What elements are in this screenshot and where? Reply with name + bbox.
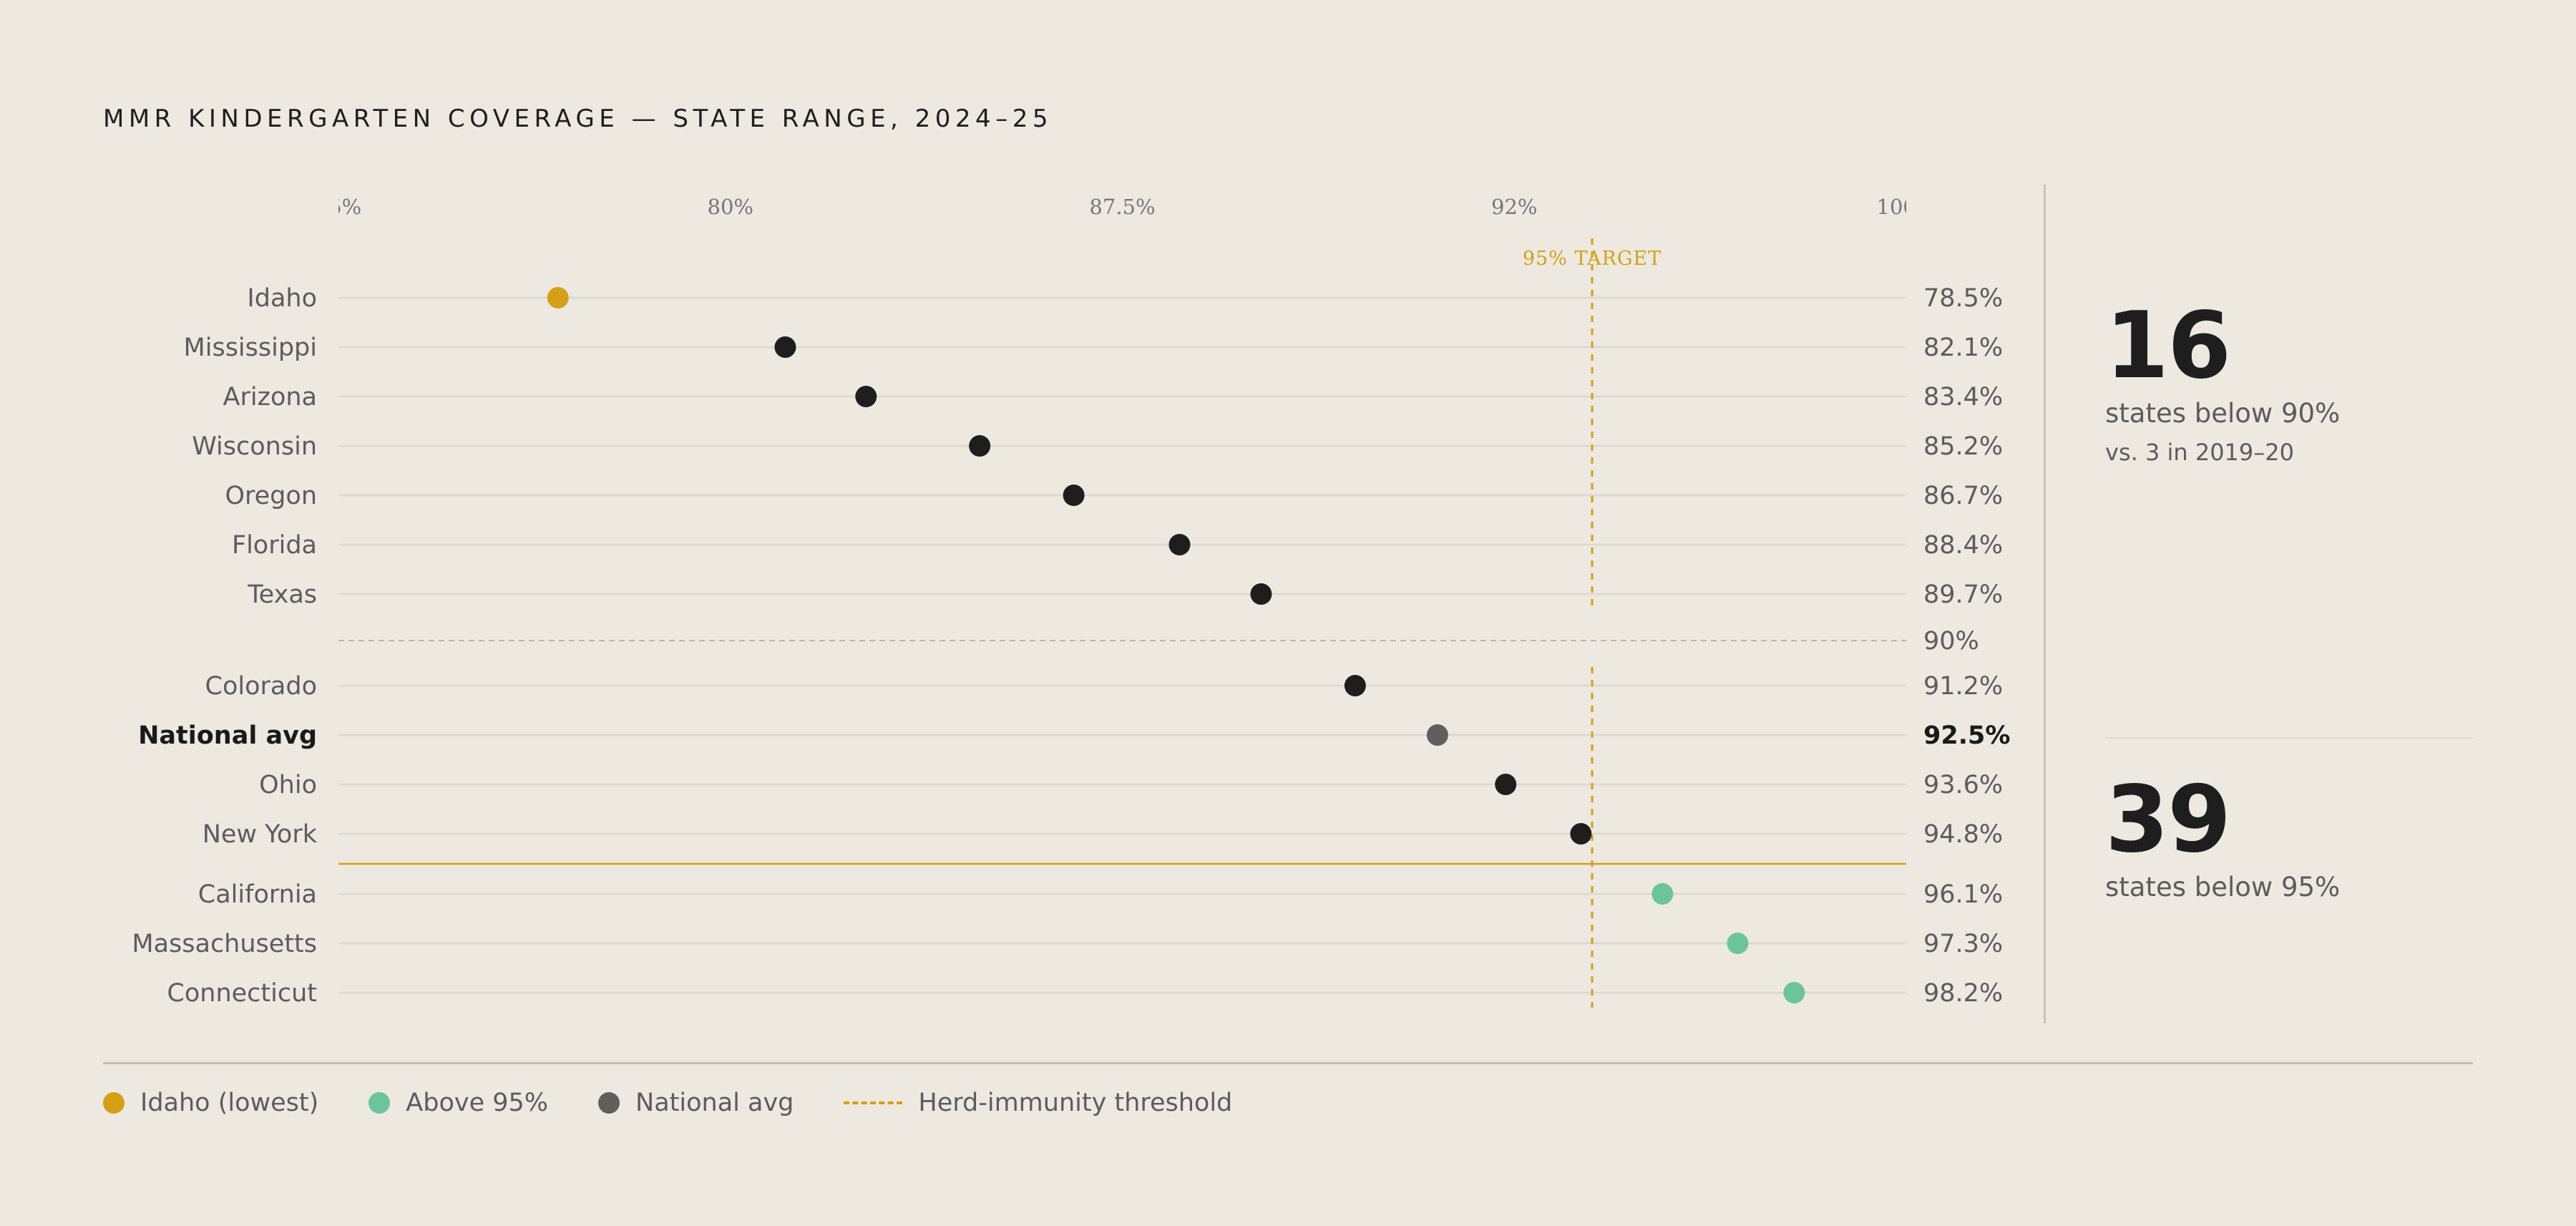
state-label-new-york: New York bbox=[203, 820, 318, 849]
legend-dot-icon bbox=[598, 1092, 620, 1114]
state-label-ohio: Ohio bbox=[259, 771, 317, 799]
value-label-texas: 89.7% bbox=[1923, 580, 2003, 609]
value-label-connecticut: 98.2% bbox=[1923, 979, 2003, 1008]
stat-description: states below 90% bbox=[2105, 398, 2341, 429]
state-label-california: California bbox=[198, 880, 317, 909]
stat-below-90: 16 states below 90% vs. 3 in 2019–20 bbox=[2105, 293, 2341, 467]
dot-chart: 75% 80% 87.5% 92% 100% 90% 95% TARGET Idaho 78.5… bbox=[132, 195, 2010, 1008]
state-label-national-avg: National avg bbox=[138, 721, 317, 750]
value-label-idaho: 78.5% bbox=[1923, 284, 2003, 313]
value-label-florida: 88.4% bbox=[1923, 531, 2003, 560]
x-tick-label: 100% bbox=[1877, 195, 1936, 219]
stat-number: 39 bbox=[2105, 767, 2231, 873]
x-tick-label: 87.5% bbox=[1089, 195, 1155, 219]
state-label-mississippi: Mississippi bbox=[184, 334, 317, 362]
legend-label: Above 95% bbox=[406, 1089, 549, 1117]
state-label-wisconsin: Wisconsin bbox=[192, 432, 317, 461]
data-point-idaho bbox=[547, 287, 569, 308]
value-label-colorado: 91.2% bbox=[1923, 672, 2003, 701]
legend-item-idaho: Idaho (lowest) bbox=[103, 1089, 318, 1117]
data-point-florida bbox=[1169, 534, 1191, 555]
state-label-texas: Texas bbox=[247, 580, 317, 609]
x-tick-label: 75% bbox=[316, 195, 361, 219]
value-label-oregon: 86.7% bbox=[1923, 482, 2003, 510]
value-label-arizona: 83.4% bbox=[1923, 383, 2003, 412]
legend-label: National avg bbox=[635, 1089, 794, 1117]
state-label-florida: Florida bbox=[232, 531, 317, 560]
stats-divider bbox=[2044, 185, 2046, 1023]
data-point-new-york bbox=[1570, 823, 1592, 845]
target-label: 95% TARGET bbox=[1523, 248, 1662, 270]
footer-rule bbox=[103, 1062, 2473, 1064]
value-label-national-avg: 92.5% bbox=[1923, 721, 2010, 750]
data-point-wisconsin bbox=[969, 435, 991, 457]
x-tick-label: 80% bbox=[708, 195, 753, 219]
state-label-arizona: Arizona bbox=[223, 383, 317, 412]
legend-item-above: Above 95% bbox=[369, 1089, 548, 1117]
legend: Idaho (lowest) Above 95% National avg He… bbox=[103, 1086, 1282, 1119]
data-point-national-avg bbox=[1426, 724, 1448, 746]
data-point-arizona bbox=[855, 386, 877, 407]
data-point-mississippi bbox=[774, 336, 796, 358]
stat-subtext: vs. 3 in 2019–20 bbox=[2105, 439, 2294, 466]
state-label-colorado: Colorado bbox=[205, 672, 317, 701]
value-label-california: 96.1% bbox=[1923, 880, 2003, 909]
value-label-mississippi: 82.1% bbox=[1923, 334, 2003, 362]
data-point-oregon bbox=[1063, 485, 1085, 506]
state-label-oregon: Oregon bbox=[225, 482, 317, 510]
legend-label: Herd-immunity threshold bbox=[918, 1089, 1233, 1117]
data-point-texas bbox=[1250, 583, 1272, 605]
value-label-wisconsin: 85.2% bbox=[1923, 432, 2003, 461]
state-label-idaho: Idaho bbox=[247, 284, 317, 313]
legend-dot-icon bbox=[369, 1092, 391, 1114]
data-point-massachusetts bbox=[1727, 933, 1749, 954]
x-tick-label: 92% bbox=[1491, 195, 1537, 219]
stat-description: states below 95% bbox=[2105, 872, 2341, 903]
value-label-massachusetts: 97.3% bbox=[1923, 930, 2003, 958]
data-point-california bbox=[1652, 883, 1674, 905]
stat-separator bbox=[2105, 737, 2473, 739]
state-label-connecticut: Connecticut bbox=[167, 979, 317, 1008]
legend-item-national: National avg bbox=[598, 1089, 794, 1117]
data-point-connecticut bbox=[1783, 982, 1805, 1003]
legend-item-threshold: Herd-immunity threshold bbox=[844, 1089, 1232, 1117]
data-point-colorado bbox=[1344, 675, 1366, 696]
value-label-new-york: 94.8% bbox=[1923, 820, 2003, 849]
state-label-massachusetts: Massachusetts bbox=[132, 930, 317, 958]
legend-dot-icon bbox=[103, 1092, 125, 1114]
stat-below-95: 39 states below 95% bbox=[2105, 774, 2340, 903]
separator-90-label: 90% bbox=[1923, 627, 1979, 656]
stat-number: 16 bbox=[2105, 293, 2231, 399]
legend-label: Idaho (lowest) bbox=[140, 1089, 319, 1117]
value-label-ohio: 93.6% bbox=[1923, 771, 2003, 799]
legend-dash-icon bbox=[844, 1101, 903, 1104]
chart-title: MMR KINDERGARTEN COVERAGE — STATE RANGE,… bbox=[103, 104, 1053, 133]
data-point-ohio bbox=[1495, 774, 1517, 795]
